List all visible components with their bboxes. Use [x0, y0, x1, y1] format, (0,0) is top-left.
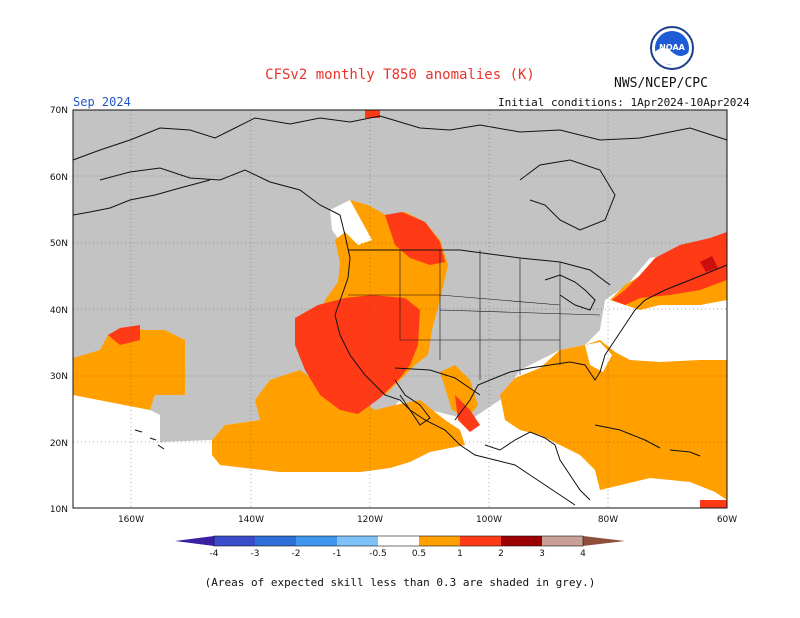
white-patch-florida	[585, 342, 612, 372]
graticule	[73, 110, 727, 508]
map-panel	[72, 109, 728, 509]
chart-title: CFSv2 monthly T850 anomalies (K)	[265, 67, 535, 83]
colorbar-swatch	[378, 536, 419, 546]
colorbar-label: 4	[580, 549, 586, 559]
colorbar-label: -3	[251, 549, 260, 559]
lat-label: 20N	[50, 439, 68, 449]
lon-label: 160W	[118, 515, 144, 525]
lat-axis: 70N 60N 50N 40N 30N 20N 10N	[50, 106, 68, 515]
colorbar-label: 0.5	[412, 549, 426, 559]
state-borders	[348, 250, 601, 380]
lon-label: 60W	[717, 515, 737, 525]
colorbar-swatch	[501, 536, 542, 546]
logo-text: NOAA	[659, 43, 685, 52]
footnote: (Areas of expected skill less than 0.3 a…	[204, 576, 596, 589]
colorbar-swatch	[419, 536, 460, 546]
colorbar-swatch	[214, 536, 255, 546]
colorbar-swatch	[337, 536, 378, 546]
colorbar-label: -1	[333, 549, 342, 559]
initial-conditions: Initial conditions: 1Apr2024-10Apr2024	[498, 96, 750, 109]
lon-axis: 160W 140W 120W 100W 80W 60W	[118, 515, 737, 525]
colorbar-label: 3	[539, 549, 545, 559]
lon-label: 120W	[357, 515, 383, 525]
colorbar-label: -4	[210, 549, 219, 559]
colorbar-swatch	[460, 536, 501, 546]
colorbar-swatch	[255, 536, 296, 546]
anomaly-pacific	[73, 328, 465, 472]
lat-label: 50N	[50, 239, 68, 249]
lon-label: 140W	[238, 515, 264, 525]
map-frame	[72, 109, 728, 509]
colorbar-label: 1	[457, 549, 463, 559]
colorbar-label: 2	[498, 549, 504, 559]
noaa-logo: NOAA	[650, 26, 694, 70]
white-patch-south-atlantic	[600, 478, 727, 508]
anomaly-darkred	[700, 256, 718, 272]
colorbar-outline	[213, 535, 584, 547]
agency-label: NWS/NCEP/CPC	[614, 76, 708, 91]
lat-label: 10N	[50, 505, 68, 515]
colorbar: -4 -3 -2 -1 -0.5 0.5 1 2 3 4	[175, 535, 625, 559]
forecast-month: Sep 2024	[73, 95, 131, 109]
colorbar-swatch	[296, 536, 337, 546]
colorbar-swatch	[542, 536, 583, 546]
lon-label: 80W	[598, 515, 618, 525]
lat-label: 70N	[50, 106, 68, 116]
colorbar-arrow-high	[583, 536, 625, 546]
lat-label: 40N	[50, 306, 68, 316]
colorbar-label: -2	[292, 549, 301, 559]
lon-label: 100W	[476, 515, 502, 525]
anomaly-northeast-red	[455, 232, 727, 508]
lat-label: 60N	[50, 173, 68, 183]
anomaly-west-red	[108, 110, 445, 414]
lat-label: 30N	[50, 372, 68, 382]
coastlines	[72, 115, 728, 506]
colorbar-label: -0.5	[369, 549, 387, 559]
colorbar-arrow-low	[175, 536, 214, 546]
